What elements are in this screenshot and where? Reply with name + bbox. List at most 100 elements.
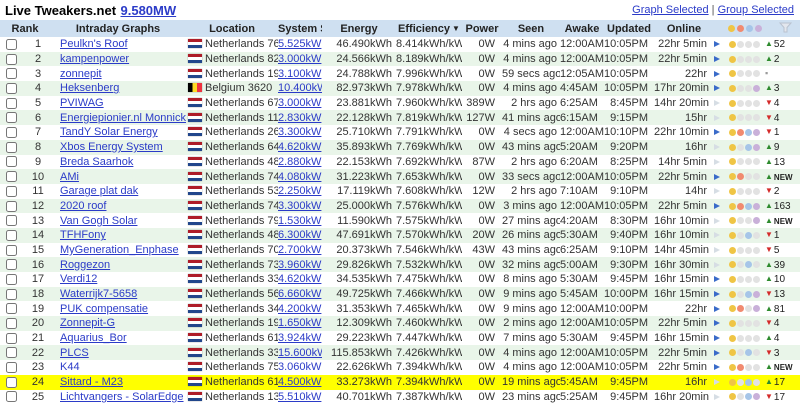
system-size-link[interactable]: 3.300kW [278, 200, 321, 212]
system-size-link[interactable]: 4.620kW [278, 273, 321, 285]
system-name-link[interactable]: Verdi12 [60, 273, 97, 285]
play-graph-icon[interactable] [714, 394, 720, 400]
system-name-link[interactable]: TandY Solar Energy [60, 126, 158, 138]
filter-funnel-icon[interactable] [779, 22, 792, 33]
system-size-link[interactable]: 2.880kW [278, 156, 321, 168]
row-select-checkbox[interactable] [6, 54, 17, 65]
col-header-location[interactable]: Location [186, 20, 278, 37]
col-header-system-size[interactable]: System Size [278, 20, 322, 37]
row-select-checkbox[interactable] [6, 318, 17, 329]
play-graph-icon[interactable] [714, 232, 720, 238]
row-select-checkbox[interactable] [6, 171, 17, 182]
system-name-link[interactable]: Garage plat dak [60, 185, 138, 197]
system-size-link[interactable]: 5.510kW [278, 391, 321, 403]
play-graph-icon[interactable] [714, 129, 720, 135]
row-select-checkbox[interactable] [6, 391, 17, 402]
system-name-link[interactable]: Lichtvangers - SolarEdge [60, 391, 184, 403]
group-selected-link[interactable]: Group Selected [718, 4, 794, 16]
play-graph-icon[interactable] [714, 218, 720, 224]
play-graph-icon[interactable] [714, 41, 720, 47]
system-name-link[interactable]: TFHFony [60, 229, 106, 241]
system-size-link[interactable]: 3.000kW [278, 97, 321, 109]
total-power-link[interactable]: 9.580MW [121, 3, 177, 18]
row-select-checkbox[interactable] [6, 68, 17, 79]
system-name-link[interactable]: AMi [60, 171, 79, 183]
system-size-link[interactable]: 3.100kW [278, 68, 321, 80]
graph-selected-link[interactable]: Graph Selected [632, 4, 708, 16]
system-name-link[interactable]: Aquarius_Bor [60, 332, 127, 344]
row-select-checkbox[interactable] [6, 39, 17, 50]
system-size-link[interactable]: 2.700kW [278, 244, 321, 256]
play-graph-icon[interactable] [714, 188, 720, 194]
col-header-energy[interactable]: Energy [322, 20, 396, 37]
system-name-link[interactable]: MyGeneration_Enphase [60, 244, 179, 256]
row-select-checkbox[interactable] [6, 303, 17, 314]
system-name-link[interactable]: kampenpower [60, 53, 129, 65]
row-select-checkbox[interactable] [6, 362, 17, 373]
system-size-link[interactable]: 5.525kW [278, 38, 321, 50]
system-name-link[interactable]: Peulkn's Roof [60, 38, 128, 50]
play-graph-icon[interactable] [714, 306, 720, 312]
system-size-link[interactable]: 15.600kW [278, 347, 322, 359]
play-graph-icon[interactable] [714, 115, 720, 121]
system-size-link[interactable]: 1.530kW [278, 215, 321, 227]
play-graph-icon[interactable] [714, 247, 720, 253]
play-graph-icon[interactable] [714, 379, 720, 385]
system-size-link[interactable]: 10.400kW [278, 82, 322, 94]
row-select-checkbox[interactable] [6, 230, 17, 241]
play-graph-icon[interactable] [714, 203, 720, 209]
play-graph-icon[interactable] [714, 335, 720, 341]
system-size-link[interactable]: 2.830kW [278, 112, 321, 124]
play-graph-icon[interactable] [714, 144, 720, 150]
col-header-awake[interactable]: Awake [560, 20, 604, 37]
row-select-checkbox[interactable] [6, 142, 17, 153]
system-name-link[interactable]: PVIWAG [60, 97, 104, 109]
play-graph-icon[interactable] [714, 174, 720, 180]
col-header-efficiency[interactable]: Efficiency▼ [396, 20, 462, 37]
system-size-link[interactable]: 4.500kW [278, 376, 321, 388]
system-name-link[interactable]: Waterrijk7-5658 [60, 288, 137, 300]
row-select-checkbox[interactable] [6, 83, 17, 94]
system-name-link[interactable]: Energiepionier.nl Monnickendam [60, 112, 186, 124]
col-header-power[interactable]: Power [462, 20, 502, 37]
play-graph-icon[interactable] [714, 276, 720, 282]
row-select-checkbox[interactable] [6, 333, 17, 344]
system-size-link[interactable]: 4.080kW [278, 171, 321, 183]
system-size-link[interactable]: 3.000kW [278, 53, 321, 65]
play-graph-icon[interactable] [714, 56, 720, 62]
row-select-checkbox[interactable] [6, 156, 17, 167]
col-header-updated[interactable]: Updated [604, 20, 654, 37]
row-select-checkbox[interactable] [6, 186, 17, 197]
row-select-checkbox[interactable] [6, 98, 17, 109]
system-name-link[interactable]: 2020 roof [60, 200, 106, 212]
row-select-checkbox[interactable] [6, 112, 17, 123]
system-size-link[interactable]: 6.300kW [278, 229, 321, 241]
system-name-link[interactable]: Heksenberg [60, 82, 119, 94]
system-size-link[interactable]: 2.250kW [278, 185, 321, 197]
system-size-link[interactable]: 1.650kW [278, 317, 321, 329]
row-select-checkbox[interactable] [6, 259, 17, 270]
row-select-checkbox[interactable] [6, 289, 17, 300]
col-header-rank[interactable]: Rank [0, 20, 50, 37]
play-graph-icon[interactable] [714, 320, 720, 326]
system-size-link[interactable]: 6.660kW [278, 288, 321, 300]
col-header-online[interactable]: Online [654, 20, 714, 37]
system-name-link[interactable]: Sittard - M23 [60, 376, 123, 388]
row-select-checkbox[interactable] [6, 274, 17, 285]
system-name-link[interactable]: zonnepit [60, 68, 102, 80]
system-size-link[interactable]: 3.924kW [278, 332, 321, 344]
system-size-link[interactable]: 4.620kW [278, 141, 321, 153]
row-select-checkbox[interactable] [6, 347, 17, 358]
system-name-link[interactable]: PLCS [60, 347, 89, 359]
play-graph-icon[interactable] [714, 291, 720, 297]
system-size-link[interactable]: 3.300kW [278, 126, 321, 138]
row-select-checkbox[interactable] [6, 127, 17, 138]
row-select-checkbox[interactable] [6, 201, 17, 212]
play-graph-icon[interactable] [714, 159, 720, 165]
col-header-intraday-graphs[interactable]: Intraday Graphs [50, 20, 186, 37]
system-name-link[interactable]: Roggezon [60, 259, 110, 271]
play-graph-icon[interactable] [714, 100, 720, 106]
play-graph-icon[interactable] [714, 262, 720, 268]
play-graph-icon[interactable] [714, 85, 720, 91]
row-select-checkbox[interactable] [6, 377, 17, 388]
